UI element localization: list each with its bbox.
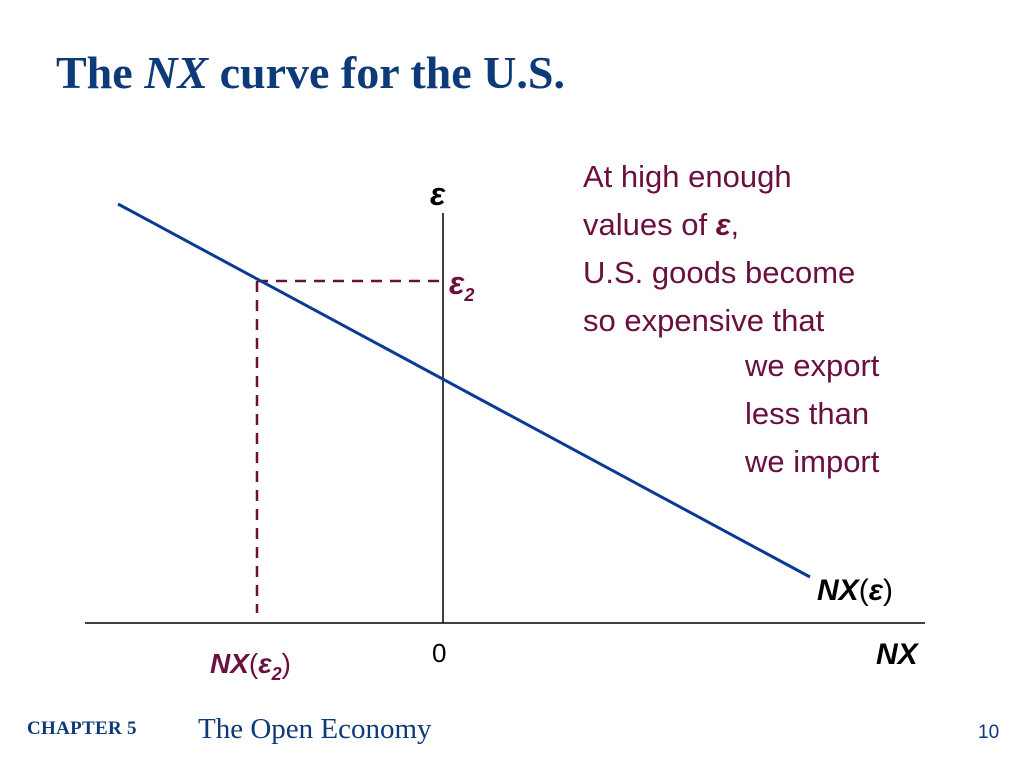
footer-chapter: CHAPTER 5 [27, 718, 137, 739]
annotation-line: we export [745, 348, 880, 383]
annotation-line: values of ε, [583, 207, 740, 242]
origin-label: 0 [432, 638, 447, 668]
annotation-text: At high enough values of ε, U.S. goods b… [583, 153, 855, 345]
x-axis-label: NX [876, 638, 918, 671]
annotation-line: we import [745, 444, 880, 479]
nx-epsilon2-label: NX(ε2) [210, 648, 291, 684]
annotation-line: so expensive that [583, 303, 825, 338]
epsilon2-label: ε2 [449, 265, 475, 305]
page-number: 10 [978, 722, 1000, 743]
title-nx-emphasis: NX [144, 47, 209, 98]
y-axis-label: ε [430, 176, 446, 212]
annotation-line: At high enough [583, 159, 792, 194]
annotation-line: U.S. goods become [583, 255, 856, 290]
nx-curve [117, 202, 811, 579]
footer-subject: The Open Economy [198, 713, 432, 745]
annotation-line: less than [745, 396, 870, 431]
slide-title: The NX curve for the U.S. [56, 47, 565, 98]
annotation-text-indented: we export less than we import [745, 342, 879, 486]
nx-curve-label: NX(ε) [817, 574, 894, 607]
